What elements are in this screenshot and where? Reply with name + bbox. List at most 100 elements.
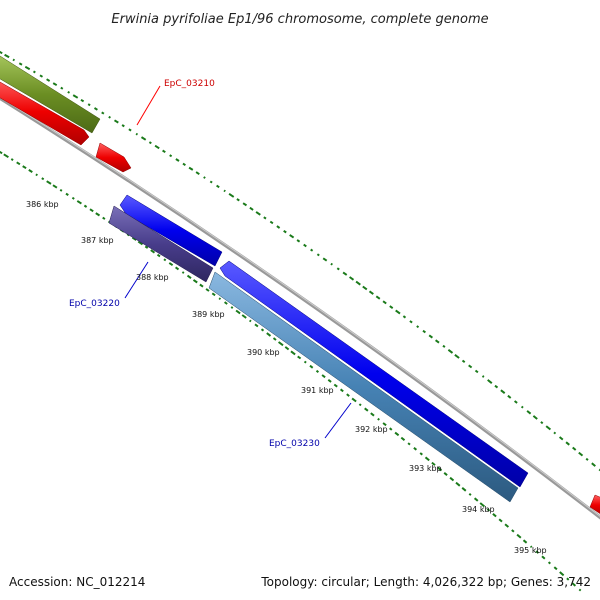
gc-dot [522,539,528,544]
gc-dot [218,297,222,301]
tick-label: 387 kbp [81,236,114,245]
gc-dot [336,267,340,271]
gc-dot [598,468,600,472]
gc-dot [67,90,71,94]
gc-dot [211,292,216,297]
gc-dot [163,258,167,262]
gc-dot [461,359,466,363]
gc-dot [188,166,194,171]
label-line-epc03220 [124,261,149,299]
gc-dot [39,74,44,78]
gc-dot [269,220,274,225]
gc-dot [148,141,152,145]
gc-dot [181,271,185,274]
gc-dot [195,171,200,176]
gc-dot [121,124,125,128]
gc-dot [566,577,570,581]
gc-dot [507,394,512,399]
tick-label: 392 kbp [355,425,388,434]
gc-dot [284,346,290,351]
gc-dot [182,162,186,167]
gc-dot [422,329,426,334]
cds-arrow-epc03230 [208,271,519,503]
gc-dot [4,53,10,59]
gc-dot [235,309,241,315]
gc-dot [559,571,565,577]
gc-dot [131,236,137,241]
gc-dot [339,388,344,393]
cds-arrow-blue-1 [119,194,223,267]
gc-dot [35,173,38,177]
gc-dot [349,276,355,281]
gc-dot [565,441,570,446]
gc-dot [249,319,252,323]
cds-arrow-blue-2 [219,260,529,488]
gc-dot [394,431,400,437]
gc-dot [431,461,436,466]
gc-dot [327,378,332,383]
gc-dot [255,211,261,216]
gc-dot [585,457,589,461]
gc-dot [278,341,284,347]
gc-dot [3,153,9,159]
gc-dot [481,375,485,378]
gc-dot [32,70,36,74]
gc-dot [504,523,510,528]
gc-dot [71,196,75,200]
gc-dot [28,169,33,173]
gc-dot [540,421,544,425]
gc-dot [168,262,174,267]
gc-dot [400,436,406,441]
gc-dot [108,115,111,119]
gc-dot [578,451,584,457]
gc-dot [454,354,460,359]
gene-label-epc03220[interactable]: EpC_03220 [69,299,120,309]
label-line-epc03230 [324,402,352,439]
gc-dot [342,271,348,276]
gene-label-epc03230[interactable]: EpC_03230 [269,439,320,449]
gc-dot [175,266,180,271]
gc-dot [0,50,3,55]
gc-dot [297,355,302,360]
gc-dot [479,502,486,508]
gc-dot [375,295,381,300]
map-title: Erwinia pyrifoliae Ep1/96 chromosome, co… [111,12,488,27]
gc-dot [520,405,524,409]
gene-label-epc03210[interactable]: EpC_03210 [164,79,215,89]
gc-dot [228,192,235,198]
gc-dot [102,216,106,220]
gc-dot [513,400,518,404]
gc-dot [276,225,281,229]
gc-dot [223,189,226,193]
gc-dot-track-inner [0,150,582,592]
gc-dot-track-outer [0,50,600,472]
gc-dot [290,350,296,356]
gc-dot [511,529,515,533]
gc-dot [409,320,413,324]
gc-dot [419,452,423,456]
gc-dot [224,301,228,305]
gc-dot [140,136,147,141]
gc-dot [407,442,411,446]
gc-dot [95,212,101,217]
gc-dot [83,204,88,208]
gc-dot [389,305,394,310]
gc-dot [65,192,69,196]
gc-dot [310,248,314,252]
gc-dot [578,588,582,592]
gc-dot [52,184,58,189]
gc-dot [144,245,149,249]
gc-dot [316,253,320,257]
gc-dot [500,389,506,394]
gc-dot [230,306,234,309]
gc-dot [236,198,240,202]
gc-dot [330,262,333,266]
gc-dot [154,144,160,150]
gc-dot [186,274,192,280]
tick-label: 395 kbp [514,546,547,555]
gc-dot [128,128,132,132]
gc-dot [113,119,119,124]
gc-dot [455,481,461,487]
gc-dot [296,239,301,243]
gc-dot [192,279,198,284]
